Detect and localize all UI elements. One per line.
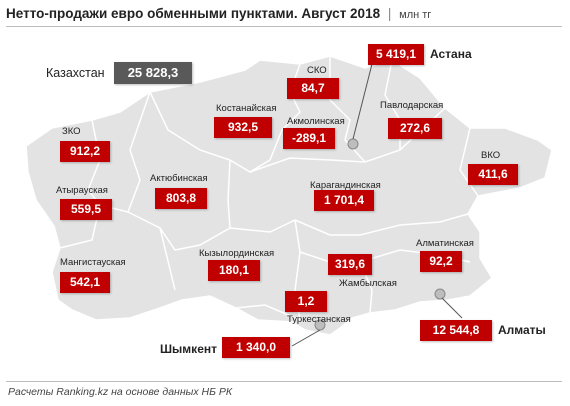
region-value-zhambyl: 319,6 (328, 254, 372, 275)
region-value-kostanay: 932,5 (214, 117, 272, 138)
region-label-akmola: Акмолинская (287, 116, 345, 127)
shymkent-leader-line (291, 329, 321, 347)
top-divider (6, 26, 562, 27)
region-value-shymkent: 1 340,0 (222, 337, 290, 358)
region-label-zko: ЗКО (62, 126, 81, 137)
region-value-akmola: -289,1 (283, 128, 335, 149)
region-label-kyzylorda: Кызылординская (199, 248, 275, 259)
region-value-kyzylorda: 180,1 (208, 260, 260, 281)
unit-label: млн тг (399, 9, 432, 21)
region-value-almaty-region: 92,2 (420, 251, 462, 272)
astana-leader-line (352, 63, 373, 140)
region-label-atyrau: Атырауская (56, 185, 108, 196)
almaty-marker (434, 288, 446, 300)
region-value-almaty-city: 12 544,8 (420, 320, 492, 341)
region-label-pavlodar: Павлодарская (380, 100, 444, 111)
chart-title: Нетто-продажи евро обменными пунктами. А… (6, 6, 431, 21)
region-value-mangistau: 542,1 (60, 272, 110, 293)
region-label-mangistau: Мангистауская (60, 257, 126, 268)
region-label-aktobe: Актюбинская (150, 173, 208, 184)
total-value-box: 25 828,3 (114, 62, 192, 84)
chart-title-text: Нетто-продажи евро обменными пунктами. А… (6, 6, 381, 21)
region-value-vko: 411,6 (468, 164, 518, 185)
region-label-zhambyl: Жамбылская (339, 278, 397, 289)
region-label-vko: ВКО (481, 150, 501, 161)
region-label-sko: СКО (307, 65, 327, 76)
region-label-shymkent: Шымкент (160, 342, 217, 356)
region-label-almaty-city: Алматы (498, 323, 546, 337)
region-value-atyrau: 559,5 (60, 199, 112, 220)
region-label-kostanay: Костанайская (216, 103, 277, 114)
region-label-almaty-region: Алматинская (416, 238, 474, 249)
region-value-karaganda: 1 701,4 (314, 190, 374, 211)
region-value-aktobe: 803,8 (155, 188, 207, 209)
region-label-astana: Астана (430, 47, 472, 61)
region-value-turkestan: 1,2 (285, 291, 327, 312)
title-separator: | (387, 6, 392, 21)
source-note: Расчеты Ranking.kz на основе данных НБ Р… (8, 386, 233, 398)
almaty-leader-line (441, 297, 463, 319)
region-label-karaganda: Карагандинская (310, 180, 381, 191)
bottom-divider (6, 381, 562, 382)
region-value-astana: 5 419,1 (368, 44, 424, 65)
region-value-sko: 84,7 (287, 78, 339, 99)
astana-marker (347, 138, 359, 150)
region-label-turkestan: Туркестанская (287, 314, 351, 325)
region-value-pavlodar: 272,6 (388, 118, 442, 139)
total-label: Казахстан (46, 66, 105, 80)
region-value-zko: 912,2 (60, 141, 110, 162)
